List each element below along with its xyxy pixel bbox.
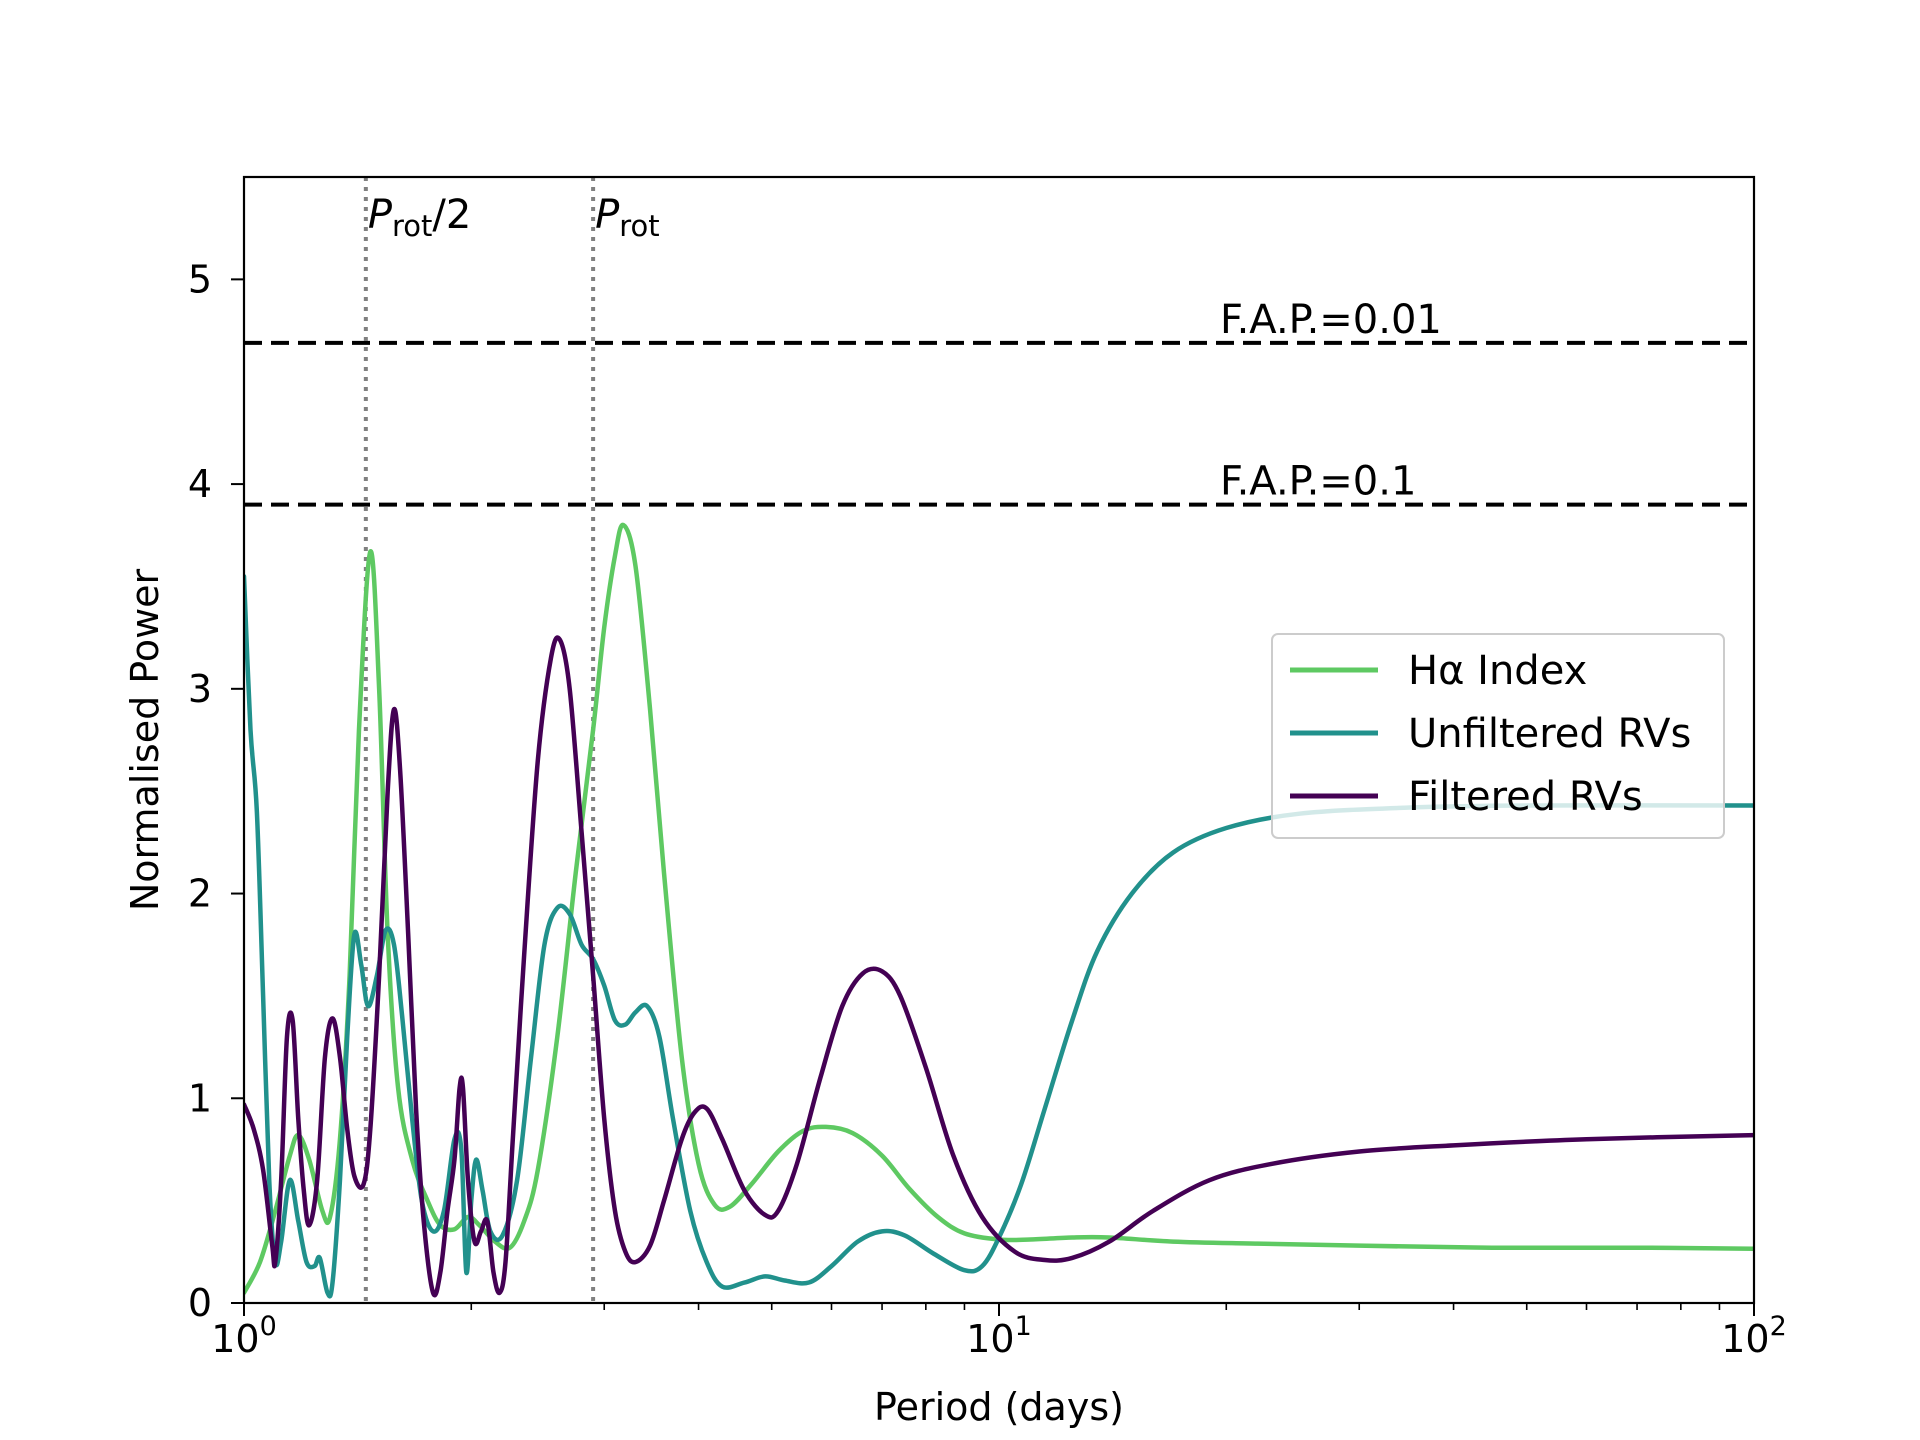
legend-label-1: Unfiltered RVs [1408,711,1691,757]
y-tick-label-0: 0 [188,1281,212,1325]
y-tick-label-1: 1 [188,1076,212,1120]
x-tick-label-0: 100 [211,1311,277,1361]
y-tick-label-2: 2 [188,872,212,916]
x-tick-label-2: 102 [1721,1311,1787,1361]
x-axis-ticks: 100 101 102 [211,1303,1787,1361]
y-axis-label: Normalised Power [123,568,167,911]
legend-label-2: Filtered RVs [1408,774,1643,820]
vline-label-0: Prot/2 [368,192,471,243]
fap-label-0: F.A.P.=0.01 [1220,297,1442,343]
x-tick-label-1: 101 [966,1311,1032,1361]
x-axis-label: Period (days) [874,1385,1124,1429]
legend-box [1271,633,1725,839]
y-axis-ticks: 0 1 2 3 4 5 [188,257,244,1325]
series-line-1 [244,573,1754,1299]
y-tick-label-4: 4 [188,462,212,506]
series-line-2 [244,635,1754,1298]
legend: Hα Index Unfiltered RVs Filtered RVs [1271,633,1725,839]
vline-label-1: Prot [595,192,660,243]
annotations: F.A.P.=0.01 F.A.P.=0.1 Prot/2 Prot [368,192,1442,505]
y-tick-label-5: 5 [188,257,212,301]
data-series-layer [244,177,1754,1303]
legend-label-0: Hα Index [1408,648,1587,694]
fap-lines [244,340,1754,507]
series-line-0 [244,522,1754,1296]
series-lines [244,522,1754,1299]
fap-label-1: F.A.P.=0.1 [1220,459,1416,505]
y-tick-label-3: 3 [188,667,212,711]
